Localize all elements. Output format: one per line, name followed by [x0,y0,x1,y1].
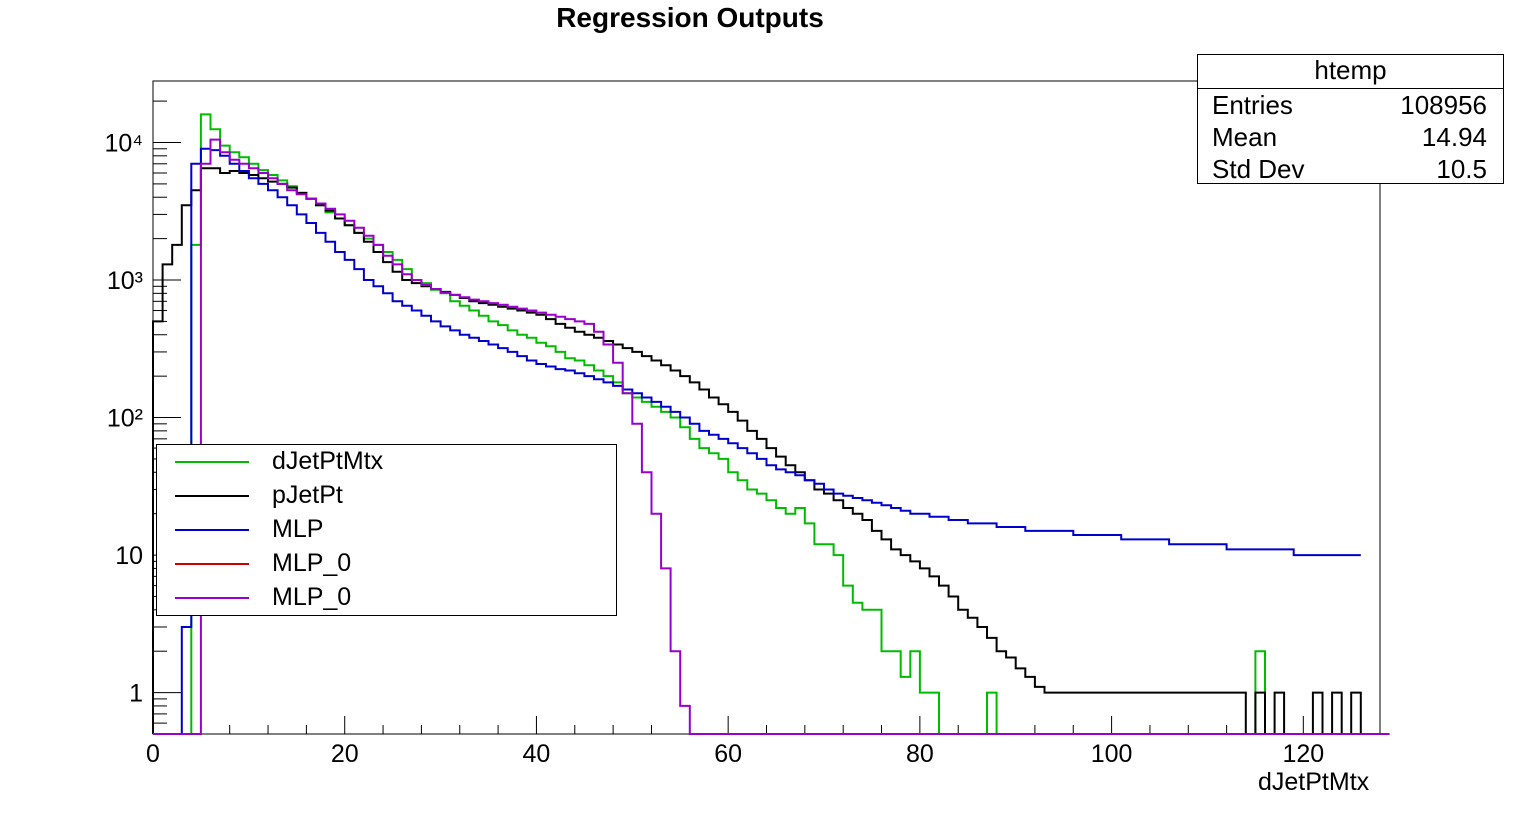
stats-box: htemp Entries 108956 Mean 14.94 Std Dev … [1197,54,1504,184]
x-tick-label: 80 [906,740,934,768]
x-tick-label: 100 [1091,740,1133,768]
legend-label: MLP_0 [272,583,352,611]
series-line-0 [153,113,1361,735]
stats-label: Std Dev [1212,154,1305,184]
x-tick-label: 40 [523,740,551,768]
series-line-2 [153,147,1361,735]
legend-item: dJetPtMtx [157,445,616,479]
plot-frame [152,80,1381,735]
legend-swatch [175,461,249,463]
legend-label: MLP [272,515,324,543]
y-tick-label: 1 [129,680,143,708]
axis-ticks: 0 20 40 60 80 100 120 1 10 10² 10³ 10⁴ [104,100,1381,768]
legend: dJetPtMtx pJetPt MLP MLP_0 MLP_0 [156,444,617,616]
stats-value: 14.94 [1421,122,1487,152]
stats-title: htemp [1198,55,1503,89]
legend-item: pJetPt [157,479,616,513]
legend-label: MLP_0 [272,549,352,577]
series-line-1 [152,167,1380,735]
y-tick-label: 10 [115,542,143,570]
legend-item: MLP_0 [157,581,616,615]
legend-item: MLP [157,513,616,547]
y-tick-label: 10³ [107,267,143,295]
x-tick-label: 0 [146,740,160,768]
legend-swatch [175,563,249,565]
x-tick-label: 60 [714,740,742,768]
legend-swatch [175,597,249,599]
legend-label: dJetPtMtx [272,447,384,475]
chart-title: Regression Outputs [556,2,824,33]
series-group [152,113,1390,735]
stats-value: 10.5 [1436,154,1487,184]
stats-row-mean: Mean 14.94 [1198,121,1503,153]
legend-swatch [175,495,249,497]
x-tick-label: 120 [1282,740,1324,768]
series-line-4 [153,138,1390,735]
stats-label: Entries [1212,90,1293,120]
stats-row-stddev: Std Dev 10.5 [1198,153,1503,185]
y-tick-label: 10² [107,405,143,433]
stats-row-entries: Entries 108956 [1198,89,1503,121]
x-tick-label: 20 [331,740,359,768]
y-tick-label: 10⁴ [104,129,143,157]
legend-label: pJetPt [272,481,343,509]
legend-item: MLP_0 [157,547,616,581]
legend-swatch [175,529,249,531]
stats-value: 108956 [1400,90,1487,120]
stats-label: Mean [1212,122,1278,152]
x-axis-label: dJetPtMtx [1258,768,1370,796]
